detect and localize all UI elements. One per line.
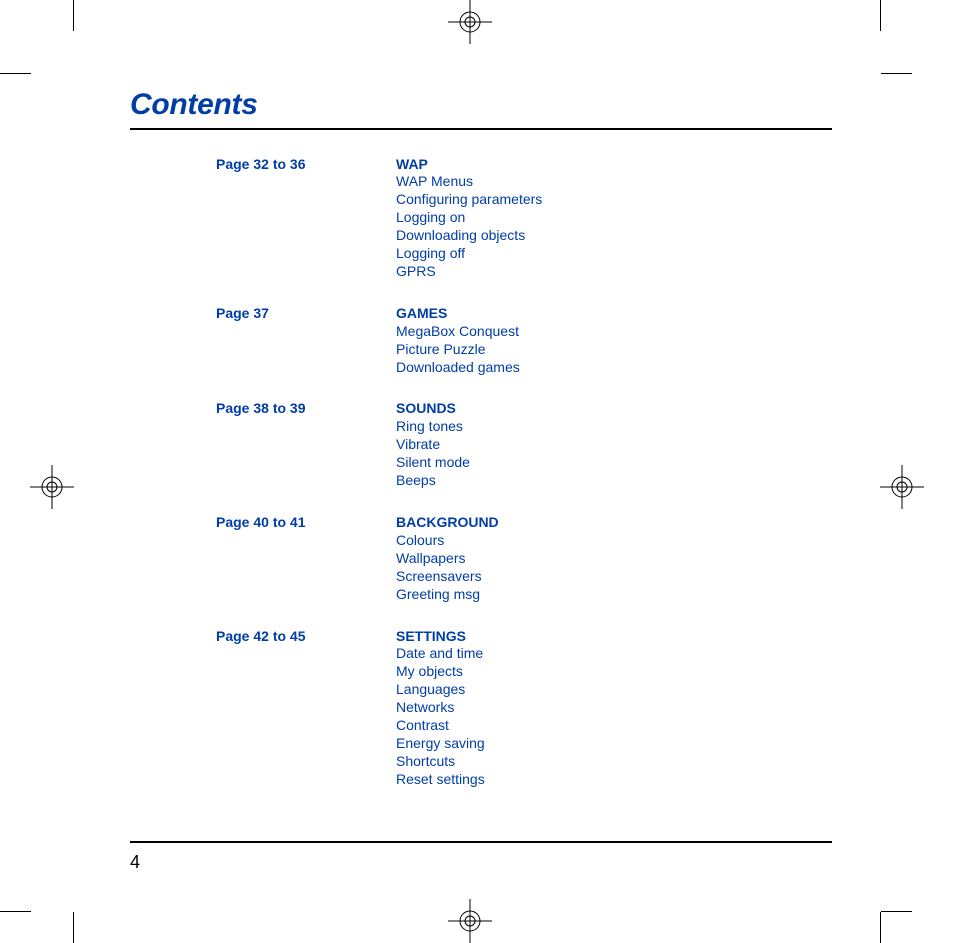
toc-item: My objects: [396, 663, 485, 681]
toc-section-head: WAP: [396, 156, 542, 174]
toc-section-body: SETTINGSDate and timeMy objectsLanguages…: [396, 628, 485, 789]
toc-item: Date and time: [396, 645, 485, 663]
crop-mark: [0, 911, 31, 912]
toc-section-body: BACKGROUNDColoursWallpapersScreensaversG…: [396, 514, 499, 604]
toc-item: Greeting msg: [396, 586, 499, 604]
toc-item: Ring tones: [396, 418, 470, 436]
toc-item: Logging off: [396, 245, 542, 263]
toc-item: Logging on: [396, 209, 542, 227]
toc-item: Wallpapers: [396, 550, 499, 568]
crop-mark: [881, 73, 912, 74]
toc-section: Page 37GAMESMegaBox ConquestPicture Puzz…: [216, 305, 832, 377]
registration-mark-icon: [448, 899, 492, 943]
toc-item: Picture Puzzle: [396, 341, 520, 359]
toc-page-ref: Page 38 to 39: [216, 400, 396, 490]
toc-item: Networks: [396, 699, 485, 717]
registration-mark-icon: [448, 0, 492, 44]
crop-mark: [73, 0, 74, 31]
toc-item: Reset settings: [396, 771, 485, 789]
crop-mark: [73, 912, 74, 943]
toc-item: Languages: [396, 681, 485, 699]
page-title: Contents: [130, 88, 832, 122]
toc-section: Page 32 to 36WAPWAP MenusConfiguring par…: [216, 156, 832, 281]
toc-section-head: SETTINGS: [396, 628, 485, 646]
toc-page-ref: Page 37: [216, 305, 396, 377]
toc-item: Silent mode: [396, 454, 470, 472]
toc-item: Colours: [396, 532, 499, 550]
toc-section-body: WAPWAP MenusConfiguring parametersLoggin…: [396, 156, 542, 281]
crop-mark: [880, 0, 881, 31]
toc-item: WAP Menus: [396, 173, 542, 191]
footer-rule: [130, 841, 832, 843]
crop-mark: [0, 73, 31, 74]
toc-item: Shortcuts: [396, 753, 485, 771]
toc-section: Page 42 to 45SETTINGSDate and timeMy obj…: [216, 628, 832, 789]
toc-item: Vibrate: [396, 436, 470, 454]
toc-item: Configuring parameters: [396, 191, 542, 209]
toc-item: Downloading objects: [396, 227, 542, 245]
toc-item: Downloaded games: [396, 359, 520, 377]
toc-page-ref: Page 40 to 41: [216, 514, 396, 604]
table-of-contents: Page 32 to 36WAPWAP MenusConfiguring par…: [216, 156, 832, 789]
toc-item: GPRS: [396, 263, 542, 281]
title-rule: [130, 128, 832, 130]
toc-page-ref: Page 42 to 45: [216, 628, 396, 789]
toc-section-body: GAMESMegaBox ConquestPicture PuzzleDownl…: [396, 305, 520, 377]
crop-mark: [881, 911, 912, 912]
toc-section-body: SOUNDSRing tonesVibrateSilent modeBeeps: [396, 400, 470, 490]
toc-item: Energy saving: [396, 735, 485, 753]
toc-item: MegaBox Conquest: [396, 323, 520, 341]
toc-section: Page 38 to 39SOUNDSRing tonesVibrateSile…: [216, 400, 832, 490]
toc-section-head: SOUNDS: [396, 400, 470, 418]
toc-section-head: BACKGROUND: [396, 514, 499, 532]
registration-mark-icon: [880, 465, 924, 509]
crop-mark: [880, 912, 881, 943]
registration-mark-icon: [30, 465, 74, 509]
toc-item: Screensavers: [396, 568, 499, 586]
toc-section-head: GAMES: [396, 305, 520, 323]
toc-page-ref: Page 32 to 36: [216, 156, 396, 281]
toc-item: Beeps: [396, 472, 470, 490]
toc-item: Contrast: [396, 717, 485, 735]
page-number: 4: [130, 852, 140, 873]
toc-section: Page 40 to 41BACKGROUNDColoursWallpapers…: [216, 514, 832, 604]
page-content: Contents Page 32 to 36WAPWAP MenusConfig…: [130, 88, 832, 789]
